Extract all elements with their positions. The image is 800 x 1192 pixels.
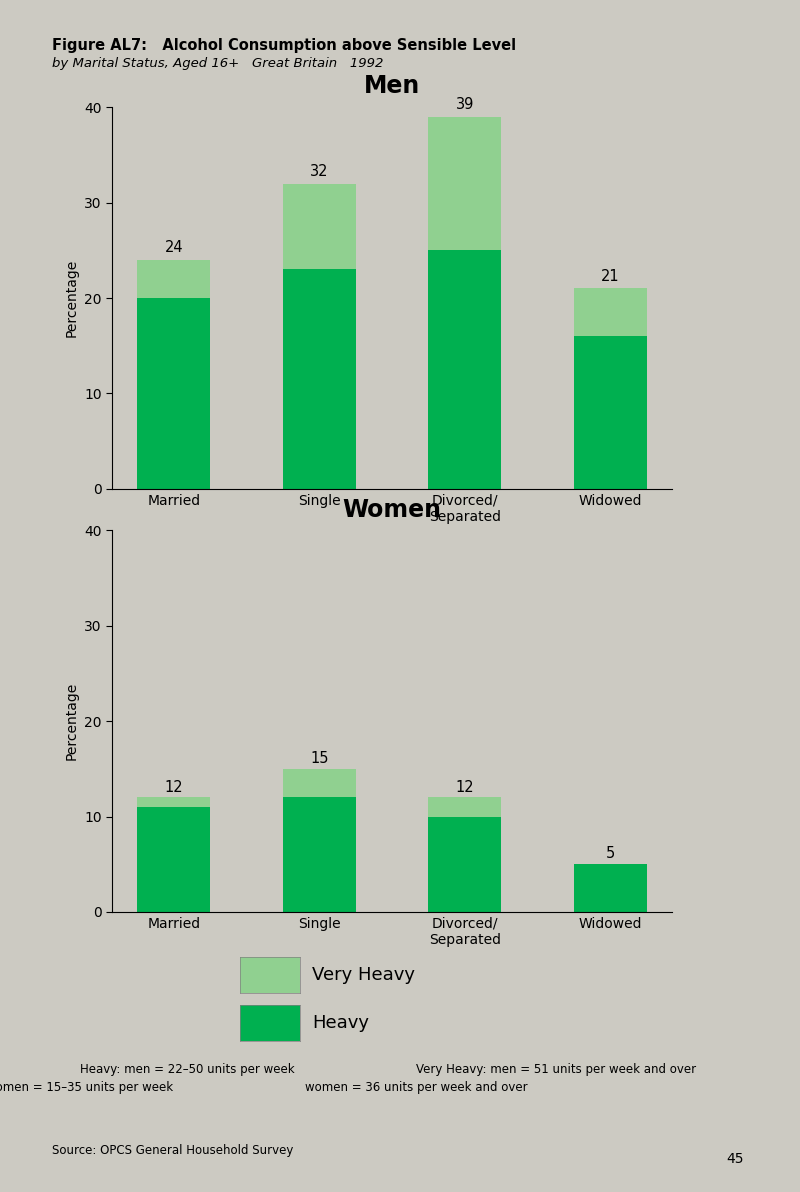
Bar xyxy=(428,250,501,489)
Text: Heavy: Heavy xyxy=(312,1013,369,1032)
Text: 5: 5 xyxy=(606,846,615,862)
Text: women = 36 units per week and over: women = 36 units per week and over xyxy=(305,1081,527,1094)
Text: Source: OPCS General Household Survey: Source: OPCS General Household Survey xyxy=(52,1144,294,1157)
Text: 21: 21 xyxy=(601,268,619,284)
Text: Figure AL7:   Alcohol Consumption above Sensible Level: Figure AL7: Alcohol Consumption above Se… xyxy=(52,38,516,54)
Text: women = 15–35 units per week: women = 15–35 units per week xyxy=(0,1081,174,1094)
Bar xyxy=(428,797,501,817)
Bar xyxy=(574,864,646,912)
Bar xyxy=(428,817,501,912)
Text: Heavy: men = 22–50 units per week: Heavy: men = 22–50 units per week xyxy=(80,1063,294,1076)
Title: Women: Women xyxy=(342,497,442,522)
Bar xyxy=(428,117,501,250)
Bar xyxy=(574,288,646,336)
Y-axis label: Percentage: Percentage xyxy=(65,259,78,337)
Text: by Marital Status, Aged 16+   Great Britain   1992: by Marital Status, Aged 16+ Great Britai… xyxy=(52,57,383,70)
Bar xyxy=(283,769,356,797)
Bar xyxy=(574,336,646,489)
Text: 24: 24 xyxy=(165,240,183,255)
Bar xyxy=(138,298,210,489)
Text: Very Heavy: Very Heavy xyxy=(312,966,415,985)
Text: 12: 12 xyxy=(165,780,183,795)
Bar xyxy=(283,184,356,269)
Text: 39: 39 xyxy=(455,97,474,112)
Text: 15: 15 xyxy=(310,751,329,766)
Text: 32: 32 xyxy=(310,163,329,179)
Title: Men: Men xyxy=(364,74,420,99)
Y-axis label: Percentage: Percentage xyxy=(65,682,78,760)
Bar xyxy=(283,269,356,489)
Text: Very Heavy: men = 51 units per week and over: Very Heavy: men = 51 units per week and … xyxy=(416,1063,696,1076)
Text: 12: 12 xyxy=(455,780,474,795)
Bar xyxy=(283,797,356,912)
Bar xyxy=(138,797,210,807)
Bar xyxy=(138,807,210,912)
Bar xyxy=(138,260,210,298)
Text: 45: 45 xyxy=(726,1151,744,1166)
